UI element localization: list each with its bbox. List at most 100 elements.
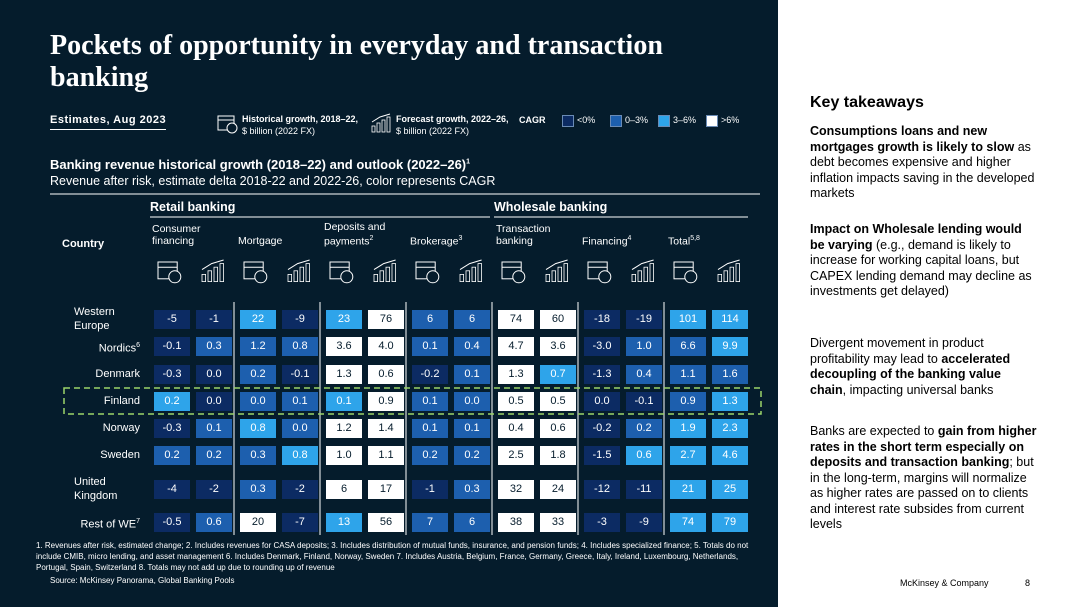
legend-historical-unit: $ billion (2022 FX) [242, 126, 316, 136]
cell: 0.2 [154, 446, 190, 465]
column-label: Financing [582, 235, 628, 247]
column-header: Brokerage3 [410, 221, 490, 248]
cell: 0.1 [454, 419, 490, 438]
chart-icon [385, 266, 390, 283]
cell: 6 [412, 310, 448, 329]
chart-icon [729, 266, 734, 283]
cell: -3.0 [584, 337, 620, 356]
cell: 0.3 [196, 337, 232, 356]
source: Source: McKinsey Panorama, Global Bankin… [50, 576, 235, 585]
legend-forecast-unit: $ billion (2022 FX) [396, 126, 470, 136]
cell: 0.4 [454, 337, 490, 356]
column-header: Total5,8 [668, 221, 748, 248]
row-label-text: Denmark [95, 368, 140, 380]
takeaways-title: Key takeaways [810, 94, 924, 111]
cell: -1.3 [584, 365, 620, 384]
cell: 4.7 [498, 337, 534, 356]
cell: 1.3 [326, 365, 362, 384]
column-header-text: Mortgage [238, 235, 282, 247]
chart-subtitle: Revenue after risk, estimate delta 2018-… [50, 174, 496, 188]
legend-swatch [610, 115, 622, 127]
chart-icon [631, 259, 654, 271]
chart-icon [465, 270, 470, 282]
cell: -0.1 [626, 392, 662, 411]
cell: -9 [282, 310, 318, 329]
calendar-icon [426, 270, 440, 284]
legend-swatch [562, 115, 574, 127]
chart-icon [371, 113, 391, 123]
calendar-icon [587, 261, 608, 280]
title: Pockets of opportunity in everyday and t… [50, 30, 663, 93]
cell: -5 [154, 310, 190, 329]
decor [50, 113, 762, 535]
row-label-text: Rest of WE [80, 518, 137, 531]
cell: 2.5 [498, 446, 534, 465]
cell: -18 [584, 310, 620, 329]
cell: 1.9 [670, 419, 706, 438]
cell: 56 [368, 513, 404, 532]
cell: 3.6 [540, 337, 576, 356]
column-label: Brokerage [410, 235, 459, 247]
cell: -0.3 [154, 419, 190, 438]
column-header-text: Deposits and payments2 [324, 221, 404, 248]
row-label-text: United Kingdom [74, 476, 118, 502]
cell: 0.6 [368, 365, 404, 384]
chart-icon [477, 263, 482, 283]
legend-label: 3–6% [673, 115, 697, 125]
cell: 0.2 [240, 365, 276, 384]
row-label-text: Sweden [100, 449, 140, 461]
column-sup: 2 [369, 234, 374, 242]
calendar-icon [684, 270, 698, 284]
cell: -9 [626, 513, 662, 532]
row-label: Western Europe [74, 305, 144, 333]
segment-label: Retail banking [150, 200, 236, 214]
cell: 20 [240, 513, 276, 532]
cell: 0.8 [282, 337, 318, 356]
cell: 0.9 [368, 392, 404, 411]
cell: 0.0 [240, 392, 276, 411]
cell: 0.6 [196, 513, 232, 532]
takeaway-run: Divergent movement in product profitabil… [810, 336, 984, 366]
column-header: Consumer financing [152, 221, 232, 247]
cell: 1.1 [670, 365, 706, 384]
chart-icon [287, 273, 292, 282]
column-label: Deposits and payments [324, 220, 386, 247]
cell: 0.0 [196, 392, 232, 411]
chart-icon [371, 125, 376, 133]
takeaway-run: as debt becomes expensive and higher inf… [810, 139, 1035, 201]
cell: 9.9 [712, 337, 748, 356]
cell: -0.2 [412, 365, 448, 384]
cell: 0.1 [326, 392, 362, 411]
chart-icon [717, 259, 740, 271]
calendar-icon [329, 261, 350, 280]
cell: -2 [196, 480, 232, 499]
cell: 0.0 [282, 419, 318, 438]
footer-company: McKinsey & Company [900, 578, 989, 588]
row-label-text: Nordics [98, 342, 137, 355]
chart-icon [717, 273, 722, 282]
cell: 0.2 [626, 419, 662, 438]
cell: 6.6 [670, 337, 706, 356]
cell: 1.0 [326, 446, 362, 465]
chart-icon [545, 273, 550, 282]
cell: 13 [326, 513, 362, 532]
chart-icon [376, 122, 381, 133]
cell: -19 [626, 310, 662, 329]
cell: 6 [454, 513, 490, 532]
cell: -1 [196, 310, 232, 329]
cell: 4.0 [368, 337, 404, 356]
chart-icon [735, 263, 740, 283]
cell: -0.2 [584, 419, 620, 438]
chart-icon [723, 270, 728, 282]
row-label-sup: 7 [136, 518, 140, 525]
cell: 76 [368, 310, 404, 329]
cell: 0.2 [454, 446, 490, 465]
cell: -0.1 [154, 337, 190, 356]
cell: 1.1 [368, 446, 404, 465]
chart-icon [213, 266, 218, 283]
cell: -11 [626, 480, 662, 499]
chart-icon [379, 270, 384, 282]
chart-icon [551, 270, 556, 282]
cell: 0.1 [412, 419, 448, 438]
chart-icon [305, 263, 310, 283]
